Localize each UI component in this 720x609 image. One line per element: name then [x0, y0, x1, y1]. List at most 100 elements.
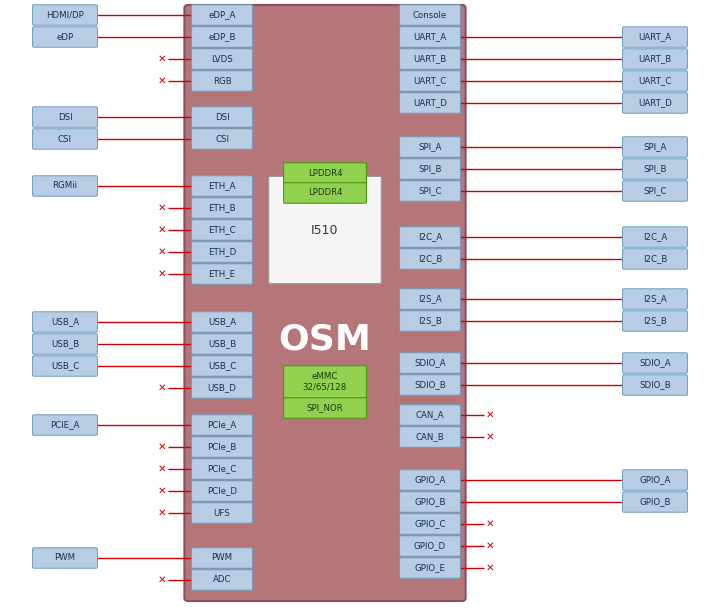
FancyBboxPatch shape — [32, 547, 97, 568]
Text: UART_A: UART_A — [413, 32, 446, 41]
FancyBboxPatch shape — [32, 128, 97, 149]
Text: LVDS: LVDS — [211, 54, 233, 63]
FancyBboxPatch shape — [192, 220, 253, 240]
FancyBboxPatch shape — [400, 137, 461, 157]
Text: PCIe_D: PCIe_D — [207, 487, 237, 496]
FancyBboxPatch shape — [32, 176, 97, 196]
FancyBboxPatch shape — [623, 137, 688, 157]
FancyBboxPatch shape — [623, 492, 688, 512]
Text: UART_C: UART_C — [413, 77, 446, 85]
Text: ✕: ✕ — [485, 563, 495, 573]
Text: I510: I510 — [311, 224, 338, 236]
FancyBboxPatch shape — [192, 503, 253, 523]
FancyBboxPatch shape — [623, 49, 688, 69]
Text: ETH_D: ETH_D — [208, 247, 236, 256]
Text: CSI: CSI — [215, 135, 229, 144]
Text: SPI_B: SPI_B — [643, 164, 667, 174]
FancyBboxPatch shape — [32, 5, 97, 25]
Text: CAN_A: CAN_A — [415, 410, 444, 420]
FancyBboxPatch shape — [400, 71, 461, 91]
Text: ETH_B: ETH_B — [208, 203, 236, 213]
Text: eDP: eDP — [56, 32, 73, 41]
FancyBboxPatch shape — [400, 514, 461, 534]
Text: UART_D: UART_D — [413, 99, 447, 108]
FancyBboxPatch shape — [284, 163, 366, 183]
FancyBboxPatch shape — [400, 49, 461, 69]
Text: ✕: ✕ — [158, 247, 166, 257]
FancyBboxPatch shape — [623, 375, 688, 395]
FancyBboxPatch shape — [400, 181, 461, 201]
Text: SPI_A: SPI_A — [643, 143, 667, 152]
Text: USB_B: USB_B — [208, 339, 236, 348]
FancyBboxPatch shape — [32, 27, 97, 48]
FancyBboxPatch shape — [623, 289, 688, 309]
FancyBboxPatch shape — [623, 27, 688, 48]
Text: I2C_B: I2C_B — [418, 255, 442, 264]
FancyBboxPatch shape — [192, 264, 253, 284]
Text: ✕: ✕ — [158, 575, 166, 585]
Text: SDIO_A: SDIO_A — [414, 359, 446, 367]
Text: PCIE_A: PCIE_A — [50, 420, 80, 429]
FancyBboxPatch shape — [192, 128, 253, 149]
Text: ✕: ✕ — [158, 225, 166, 235]
Text: ETH_C: ETH_C — [208, 225, 236, 234]
FancyBboxPatch shape — [400, 492, 461, 512]
Text: RGMii: RGMii — [53, 181, 78, 191]
Text: USB_A: USB_A — [51, 317, 79, 326]
Text: ✕: ✕ — [158, 508, 166, 518]
Text: USB_C: USB_C — [208, 362, 236, 370]
FancyBboxPatch shape — [400, 311, 461, 331]
FancyBboxPatch shape — [192, 356, 253, 376]
Text: ETH_A: ETH_A — [208, 181, 235, 191]
FancyBboxPatch shape — [623, 227, 688, 247]
FancyBboxPatch shape — [192, 242, 253, 262]
Text: GPIO_E: GPIO_E — [415, 563, 446, 572]
FancyBboxPatch shape — [284, 183, 366, 203]
Text: USB_C: USB_C — [51, 362, 79, 370]
FancyBboxPatch shape — [269, 176, 382, 284]
FancyBboxPatch shape — [400, 558, 461, 578]
Text: ✕: ✕ — [485, 519, 495, 529]
Text: PCIe_C: PCIe_C — [207, 465, 237, 474]
Text: USB_A: USB_A — [208, 317, 236, 326]
Text: ✕: ✕ — [485, 410, 495, 420]
Text: eDP_A: eDP_A — [208, 10, 235, 19]
FancyBboxPatch shape — [32, 334, 97, 354]
Text: eDP_B: eDP_B — [208, 32, 235, 41]
FancyBboxPatch shape — [192, 547, 253, 568]
FancyBboxPatch shape — [400, 353, 461, 373]
Text: ✕: ✕ — [485, 541, 495, 551]
Text: GPIO_A: GPIO_A — [639, 476, 671, 485]
Text: GPIO_D: GPIO_D — [414, 541, 446, 551]
FancyBboxPatch shape — [192, 481, 253, 501]
FancyBboxPatch shape — [192, 198, 253, 218]
FancyBboxPatch shape — [400, 27, 461, 48]
FancyBboxPatch shape — [400, 375, 461, 395]
Text: Console: Console — [413, 10, 447, 19]
Text: ETH_E: ETH_E — [208, 270, 235, 278]
Text: DSI: DSI — [58, 113, 72, 122]
Text: ✕: ✕ — [158, 76, 166, 86]
FancyBboxPatch shape — [623, 71, 688, 91]
Text: ✕: ✕ — [158, 383, 166, 393]
FancyBboxPatch shape — [184, 5, 466, 601]
FancyBboxPatch shape — [192, 459, 253, 479]
FancyBboxPatch shape — [32, 415, 97, 435]
FancyBboxPatch shape — [400, 470, 461, 490]
FancyBboxPatch shape — [32, 312, 97, 333]
FancyBboxPatch shape — [400, 249, 461, 269]
Text: ✕: ✕ — [158, 54, 166, 64]
FancyBboxPatch shape — [192, 176, 253, 196]
Text: SDIO_A: SDIO_A — [639, 359, 671, 367]
FancyBboxPatch shape — [623, 249, 688, 269]
Text: SPI_NOR: SPI_NOR — [307, 404, 343, 412]
FancyBboxPatch shape — [192, 415, 253, 435]
FancyBboxPatch shape — [400, 536, 461, 556]
FancyBboxPatch shape — [400, 427, 461, 447]
Text: I2S_A: I2S_A — [418, 295, 442, 303]
Text: SDIO_B: SDIO_B — [639, 381, 671, 390]
Text: USB_D: USB_D — [207, 384, 236, 392]
FancyBboxPatch shape — [192, 71, 253, 91]
Text: I2C_A: I2C_A — [418, 233, 442, 242]
FancyBboxPatch shape — [192, 49, 253, 69]
